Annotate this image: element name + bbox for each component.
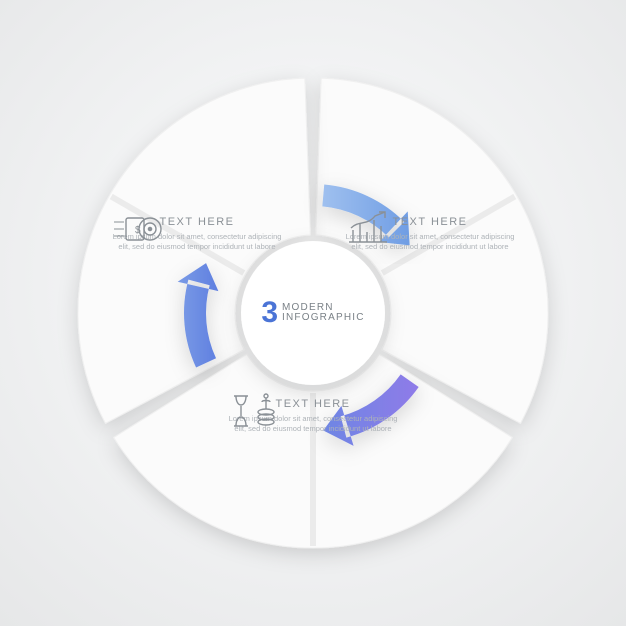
infographic-stage: 3 MODERN INFOGRAPHIC TEXT HERE Lorem ips… — [0, 0, 626, 626]
svg-text:$: $ — [135, 225, 141, 236]
seg-right: TEXT HERE Lorem ipsum dolor sit amet, co… — [345, 210, 515, 252]
center-hub — [241, 241, 385, 385]
seg-left: $ TEXT HERE Lorem ipsum dolor sit amet, … — [112, 210, 282, 252]
cycle-ring — [0, 0, 626, 626]
seg-bottom: TEXT HERE Lorem ipsum dolor sit amet, co… — [228, 392, 398, 434]
